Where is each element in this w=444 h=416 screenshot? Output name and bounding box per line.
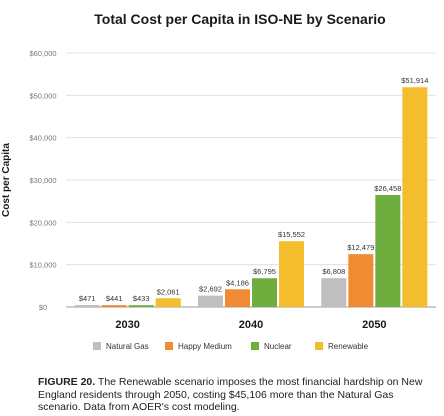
chart-title: Total Cost per Capita in ISO-NE by Scena…: [94, 11, 385, 27]
bar: [402, 87, 428, 307]
data-label: $2,692: [199, 285, 222, 294]
bar: [74, 305, 100, 307]
bar: [252, 278, 277, 307]
bar: [155, 298, 181, 307]
y-tick-label: $60,000: [29, 49, 56, 58]
y-tick-label: $50,000: [29, 91, 56, 100]
figure-caption: FIGURE 20. The Renewable scenario impose…: [38, 376, 434, 414]
data-label: $4,186: [226, 278, 249, 287]
bar: [225, 289, 250, 307]
x-tick-label: 2030: [115, 319, 139, 331]
bar: [128, 305, 154, 307]
bars: [74, 87, 428, 307]
figure-label: FIGURE 20.: [38, 376, 96, 388]
legend-label: Natural Gas: [106, 342, 149, 351]
x-tick-label: 2050: [362, 319, 386, 331]
data-label: $6,808: [322, 267, 345, 276]
y-tick-label: $10,000: [29, 261, 56, 270]
caption-text: The Renewable scenario imposes the most …: [38, 376, 423, 413]
data-label: $15,552: [278, 230, 305, 239]
bar: [321, 278, 347, 307]
data-label: $2,061: [157, 287, 180, 296]
y-axis-label: Cost per Capita: [1, 143, 12, 217]
legend-swatch: [315, 342, 323, 350]
legend-label: Nuclear: [264, 342, 292, 351]
data-label: $6,795: [253, 267, 276, 276]
bar: [375, 194, 401, 307]
y-axis-ticks: $0 $10,000 $20,000 $30,000 $40,000 $50,000 $60…: [29, 49, 56, 312]
x-tick-label: 2040: [239, 319, 263, 331]
legend-label: Happy Medium: [178, 342, 232, 351]
gridlines: [66, 52, 436, 308]
data-label: $433: [133, 294, 150, 303]
legend-label: Renewable: [328, 342, 369, 351]
legend: Natural Gas Happy Medium Nuclear Renewable: [93, 342, 369, 351]
data-label: $12,479: [347, 243, 374, 252]
y-tick-label: $40,000: [29, 134, 56, 143]
x-axis-ticks: 2030 2040 2050: [115, 319, 386, 331]
y-tick-label: $20,000: [29, 218, 56, 227]
bar-chart: Total Cost per Capita in ISO-NE by Scena…: [1, 11, 436, 351]
data-labels: $471 $441 $433 $2,061 $2,692 $4,186 $6,795 $15,…: [79, 76, 429, 303]
y-tick-label: $0: [39, 303, 47, 312]
legend-swatch: [93, 342, 101, 350]
data-label: $441: [106, 294, 123, 303]
data-label: $51,914: [401, 76, 428, 85]
bar: [101, 305, 127, 307]
data-label: $26,458: [374, 184, 401, 193]
bar: [198, 295, 223, 307]
legend-swatch: [165, 342, 173, 350]
bar: [348, 254, 374, 307]
legend-swatch: [251, 342, 259, 350]
y-tick-label: $30,000: [29, 176, 56, 185]
data-label: $471: [79, 294, 96, 303]
bar: [279, 241, 304, 307]
